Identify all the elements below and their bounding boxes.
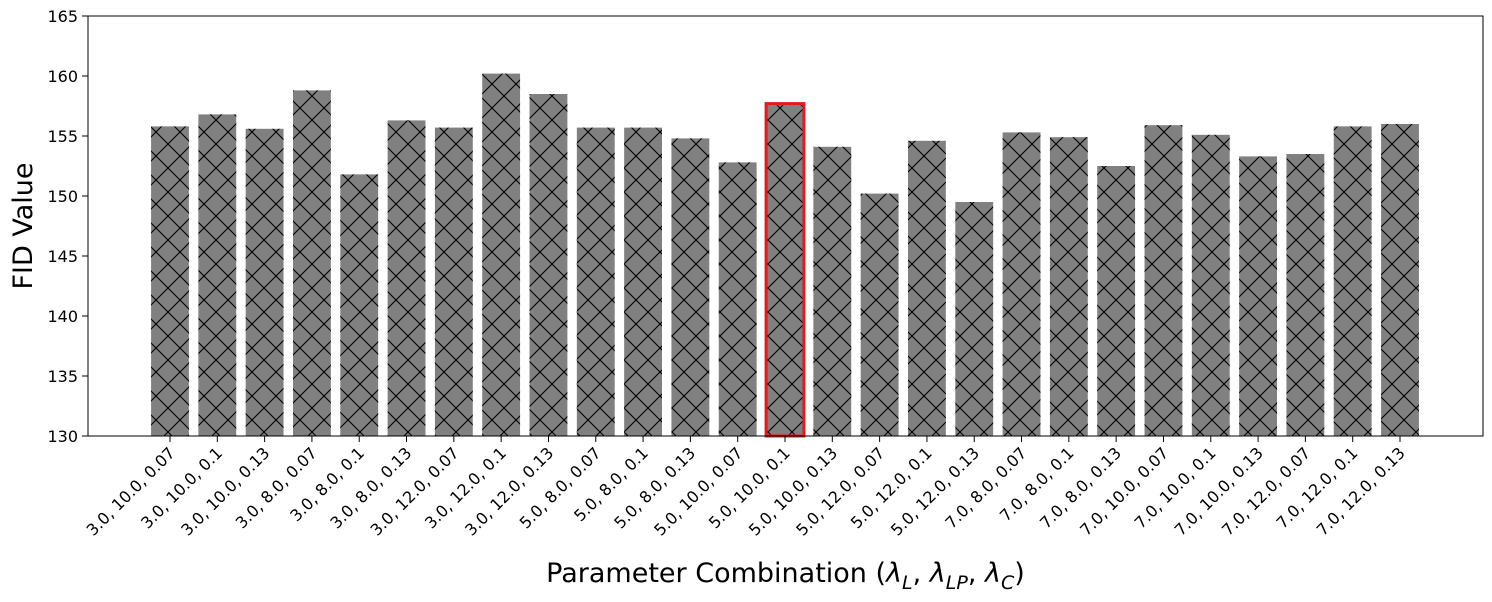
bar-hatch [671,138,710,436]
bar-hatch [766,103,804,436]
x-tick-label: 7.0, 12.0, 0.13 [1313,443,1409,539]
bar-hatch [245,128,284,437]
bar [813,146,852,437]
bar [1002,132,1041,436]
x-tick-label: 7.0, 8.0, 0.07 [941,443,1030,532]
y-tick-label: 145 [47,247,78,266]
bar-hatch [1002,132,1041,436]
bar [955,202,994,436]
bar [576,127,615,436]
x-tick-label: 5.0, 8.0, 0.13 [610,443,699,532]
bar-hatch [1333,126,1372,437]
bar [1381,124,1419,436]
bar [1191,134,1230,437]
bar [151,126,189,437]
bar-hatch [813,146,852,437]
bar-hatch [955,202,994,436]
x-tick-label: 5.0, 8.0, 0.07 [516,443,605,532]
bar [1239,156,1277,436]
bar-hatch [908,140,946,437]
bar-hatch [1286,154,1325,436]
bar [245,128,284,437]
bar [1049,137,1088,436]
bar [860,193,899,436]
bar-hatch [860,193,899,436]
bar-hatch [624,127,662,436]
bar [1097,166,1136,436]
x-tick-label: 3.0, 12.0, 0.1 [421,443,510,532]
y-tick-label: 150 [47,187,78,206]
x-axis: 3.0, 10.0, 0.073.0, 10.0, 0.13.0, 10.0, … [83,436,1409,540]
x-tick-label: 7.0, 10.0, 0.1 [1131,443,1220,532]
bar [198,114,237,437]
y-tick-label: 165 [47,7,78,26]
y-axis-title: FID Value [8,162,39,289]
y-tick-label: 155 [47,127,78,146]
x-tick-label: 7.0, 8.0, 0.13 [1036,443,1125,532]
bar-hatch [576,127,615,436]
bar-hatch [1239,156,1277,436]
bar [908,140,946,437]
bar-hatch [198,114,237,437]
x-tick-label: 3.0, 8.0, 0.13 [326,443,415,532]
bars-layer [151,73,1419,438]
y-tick-label: 135 [47,367,78,386]
y-tick-label: 160 [47,67,78,86]
x-axis-title: Parameter Combination (λL, λLP, λC) [546,558,1025,594]
bar [718,162,757,436]
y-axis: 130 135 140 145 150 155 160 165 [47,7,88,446]
y-tick-label: 130 [47,427,78,446]
x-tick-label: 5.0, 12.0, 0.1 [847,443,936,532]
bar-hatch [1049,137,1088,436]
bar-hatch [1191,134,1230,437]
bar-hatch [1144,125,1183,436]
bar [764,102,806,438]
y-tick-label: 140 [47,307,78,326]
bar-hatch [151,126,189,437]
bar [434,127,473,436]
bar-hatch [434,127,473,436]
bar-hatch [482,73,521,436]
bar [387,120,426,437]
bar-hatch [1381,124,1419,436]
bar-hatch [387,120,426,437]
bar [671,138,710,436]
x-tick-label: 7.0, 12.0, 0.1 [1273,443,1362,532]
bar [1333,126,1372,437]
bar [624,127,662,436]
bar [482,73,521,436]
x-tick-label: 5.0, 10.0, 0.1 [705,443,794,532]
x-tick-label: 3.0, 8.0, 0.07 [232,443,321,532]
bar [529,94,568,436]
x-tick-label: 3.0, 10.0, 0.1 [137,443,226,532]
bar [340,174,379,436]
bar-hatch [718,162,757,436]
bar-hatch [293,90,331,437]
bar [293,90,331,437]
bar [1286,154,1325,436]
bar [1144,125,1183,436]
bar-hatch [529,94,568,436]
bar-hatch [340,174,379,436]
bar-hatch [1097,166,1136,436]
